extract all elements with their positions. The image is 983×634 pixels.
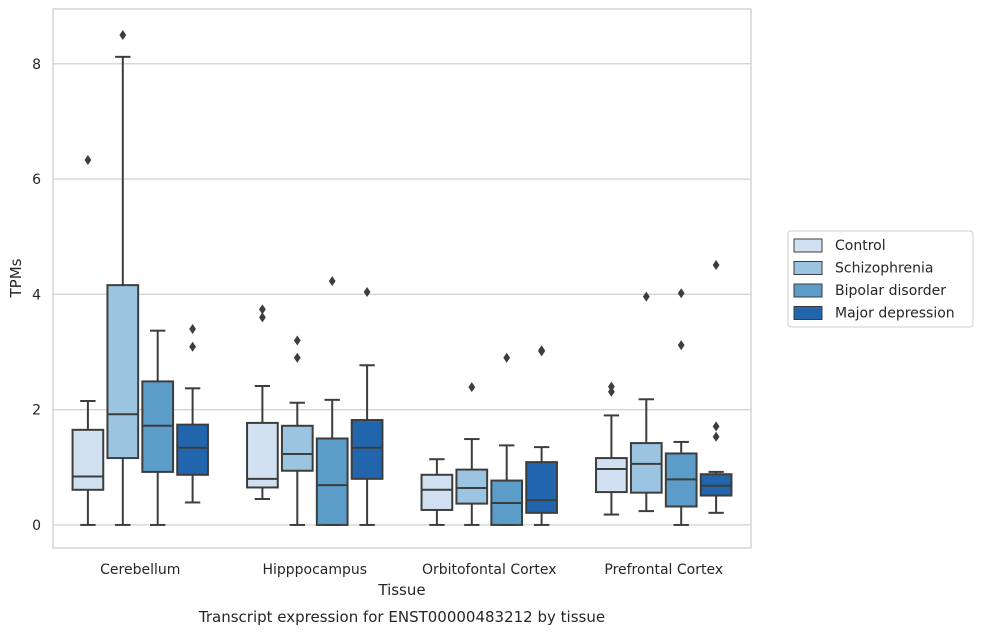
plot-area-border [52,8,752,549]
x-tick-label: Orbitofontal Cortex [422,562,557,578]
y-tick-label: 2 [32,403,41,419]
legend-swatch [793,283,823,298]
outlier-point [677,340,685,351]
box-iqr [71,428,105,491]
box-plot-item [420,458,454,526]
box-plot-item [71,155,105,526]
outlier-point [712,259,720,270]
outlier-point [642,291,650,302]
boxes [71,29,733,526]
legend-swatch [793,261,823,275]
y-tick-label: 4 [32,287,41,303]
box-iqr [525,461,558,514]
x-tick-label: Hipppocampus [262,562,367,578]
outlier-point [189,323,196,334]
box-iqr [315,437,349,526]
box-plot-item [595,381,628,516]
legend-swatch [793,306,823,320]
x-tick-label: Cerebellum [100,562,180,578]
y-axis-label: TPMs [7,258,25,298]
legend: Control Schizophrenia Bipolar disorder Majo… [787,230,974,328]
x-axis-label: Tissue [377,581,425,599]
outlier-point [712,431,720,442]
outlier-point [468,382,476,393]
box-iqr [176,423,209,476]
y-axis-ticks: 0 2 4 6 8 [32,57,41,534]
legend-label: Control [835,238,886,254]
x-tick-label: Prefrontal Cortex [604,562,723,578]
outlier-point [119,29,127,40]
y-tick-label: 0 [32,518,41,534]
outlier-point [259,312,266,323]
outlier-point [259,304,266,315]
outlier-point [189,341,196,352]
box-iqr [280,424,314,472]
box-iqr [595,457,628,494]
outlier-point [608,386,615,397]
box-plot-item [664,288,698,526]
box-plot-item [455,382,489,526]
outlier-point [712,421,720,432]
box-plot-item [246,304,279,500]
y-tick-label: 8 [32,57,41,73]
outlier-point [293,352,301,363]
box-plot-item [629,291,663,513]
box-plot-item [699,259,733,514]
outlier-point [84,155,92,166]
box-plot-item [350,287,384,526]
outlier-point [608,381,615,392]
x-axis-ticks: Cerebellum Hipppocampus Orbitofontal Corte… [100,562,723,578]
box-plot-item [141,329,175,526]
legend-label: Schizophrenia [835,261,933,277]
box-iqr [420,473,454,511]
box-iqr [629,442,663,494]
box-plot-item [525,345,558,526]
outlier-point [293,335,301,346]
box-plot-item [280,335,314,526]
legend-label: Bipolar disorder [835,283,946,299]
outlier-point [677,288,685,299]
box-plot-item [490,352,524,526]
box-iqr [106,284,140,460]
box-plot-item [315,276,349,526]
legend-swatch [793,238,823,253]
outlier-point [503,352,511,363]
box-plot-item [106,29,140,526]
box-iqr [350,419,384,480]
outlier-point [538,345,545,356]
legend-label: Major depression [835,306,955,322]
box-plot-item [176,323,209,504]
figure-caption: Transcript expression for ENST0000048321… [198,608,605,626]
legend-frame [787,230,974,328]
outlier-point [363,287,371,298]
box-iqr [455,468,489,505]
box-iqr [246,421,279,489]
y-tick-label: 6 [32,172,41,188]
outlier-point [328,276,336,287]
